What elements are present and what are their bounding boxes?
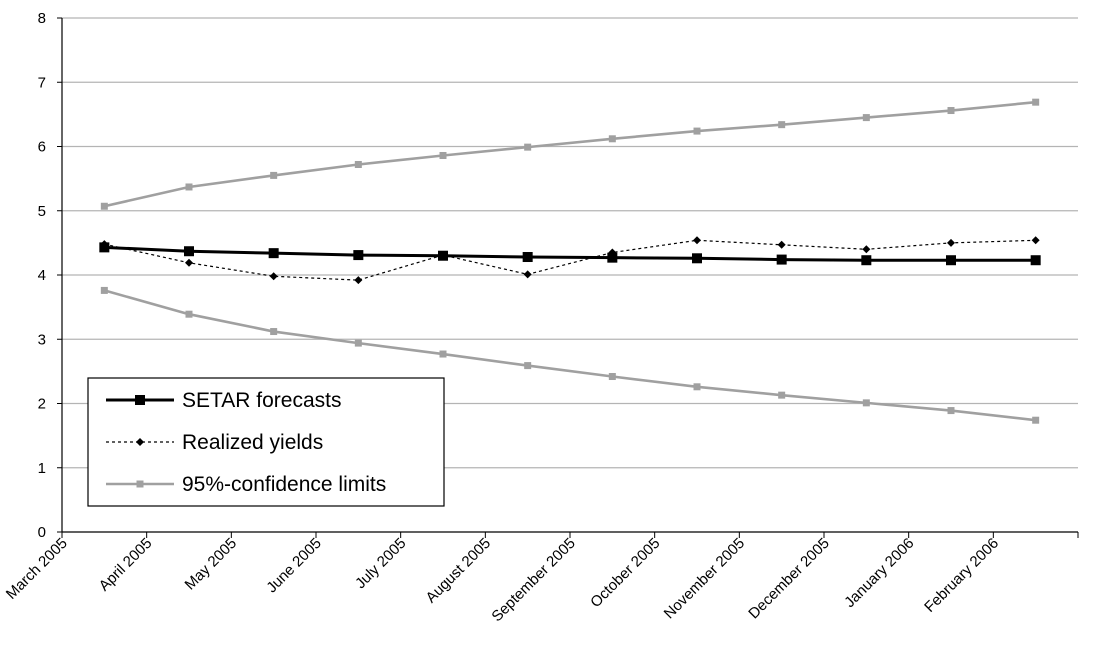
data-point: [608, 248, 617, 257]
data-point: [439, 350, 447, 358]
x-tick-label: May 2005: [182, 535, 241, 594]
y-tick-label: 3: [38, 331, 46, 348]
data-point: [778, 121, 786, 129]
data-point: [136, 438, 144, 446]
data-point: [693, 236, 701, 245]
data-point: [100, 202, 108, 210]
data-point: [268, 248, 279, 259]
y-tick-label: 0: [38, 524, 46, 541]
data-point: [524, 362, 532, 370]
data-point: [693, 127, 701, 135]
data-point: [862, 399, 870, 407]
data-point: [778, 391, 786, 399]
y-tick-label: 1: [38, 460, 46, 477]
data-point: [270, 171, 278, 179]
data-point: [100, 286, 108, 294]
data-point: [608, 373, 616, 381]
data-point: [354, 160, 362, 168]
series-setar-forecasts: [99, 242, 1041, 266]
y-tick-label: 2: [38, 396, 46, 413]
data-point: [99, 242, 110, 253]
y-tick-label: 8: [38, 10, 46, 27]
series-lines: [99, 98, 1041, 424]
data-point: [947, 407, 955, 415]
x-axis-ticks: March 2005 April 2005 May 2005 June 2005 Jul…: [3, 532, 1079, 625]
x-tick-label: December 2005: [745, 535, 832, 622]
data-point: [269, 272, 278, 281]
legend-label: 95%-confidence limits: [182, 473, 386, 496]
data-point: [136, 480, 144, 488]
data-point: [947, 107, 955, 115]
data-point: [861, 255, 872, 266]
data-point: [1032, 98, 1040, 106]
data-point: [270, 328, 278, 336]
data-point: [354, 339, 362, 347]
data-point: [185, 310, 193, 318]
data-point: [1031, 236, 1040, 245]
data-point: [862, 114, 870, 122]
legend-item: 95%-confidence limits: [106, 473, 386, 496]
data-point: [692, 253, 702, 264]
x-tick-label: March 2005: [3, 535, 71, 603]
legend-item: Realized yields: [106, 431, 323, 454]
legend-label: Realized yields: [182, 431, 323, 454]
x-tick-label: June 2005: [263, 535, 325, 597]
data-point: [947, 238, 955, 247]
data-point: [777, 240, 786, 249]
data-point: [135, 395, 145, 405]
data-point: [438, 250, 448, 261]
data-point: [776, 254, 787, 265]
x-tick-label: October 2005: [587, 535, 663, 611]
series-lower-confidence-limit: [100, 286, 1040, 424]
data-point: [1030, 255, 1041, 266]
x-tick-label: July 2005: [352, 535, 409, 592]
x-tick-label: February 2006: [921, 535, 1002, 616]
data-point: [439, 151, 447, 159]
x-tick-label: November 2005: [661, 535, 748, 622]
legend: SETAR forecasts Realized yields 95%-confid…: [87, 377, 445, 507]
x-tick-label: August 2005: [423, 535, 495, 607]
y-tick-label: 7: [38, 74, 46, 91]
x-tick-label: January 2006: [841, 535, 917, 611]
data-point: [354, 276, 363, 285]
series-line: [104, 100, 1036, 208]
data-point: [184, 246, 194, 257]
legend-item: SETAR forecasts: [106, 389, 342, 412]
legend-label: SETAR forecasts: [182, 389, 342, 412]
data-point: [523, 270, 532, 279]
series-line: [104, 245, 1036, 262]
series-line: [103, 289, 1036, 422]
x-tick-label: September 2005: [488, 535, 578, 625]
data-point: [862, 245, 871, 254]
y-axis-ticks: 0 1 2 3 4 5 6 7 8: [38, 10, 62, 541]
x-tick-label: April 2005: [96, 535, 156, 595]
data-point: [185, 183, 193, 191]
y-tick-label: 5: [38, 203, 46, 220]
series-line: [104, 239, 1036, 281]
data-point: [607, 252, 618, 263]
data-point: [1032, 416, 1040, 424]
y-tick-label: 6: [38, 139, 46, 156]
data-point: [522, 252, 533, 263]
data-point: [524, 143, 532, 151]
y-tick-label: 4: [38, 267, 46, 284]
data-point: [608, 135, 616, 143]
data-point: [693, 383, 701, 391]
data-point: [946, 255, 956, 266]
data-point: [185, 258, 193, 267]
data-point: [353, 250, 364, 261]
series-95-confidence-limits: [100, 98, 1040, 210]
